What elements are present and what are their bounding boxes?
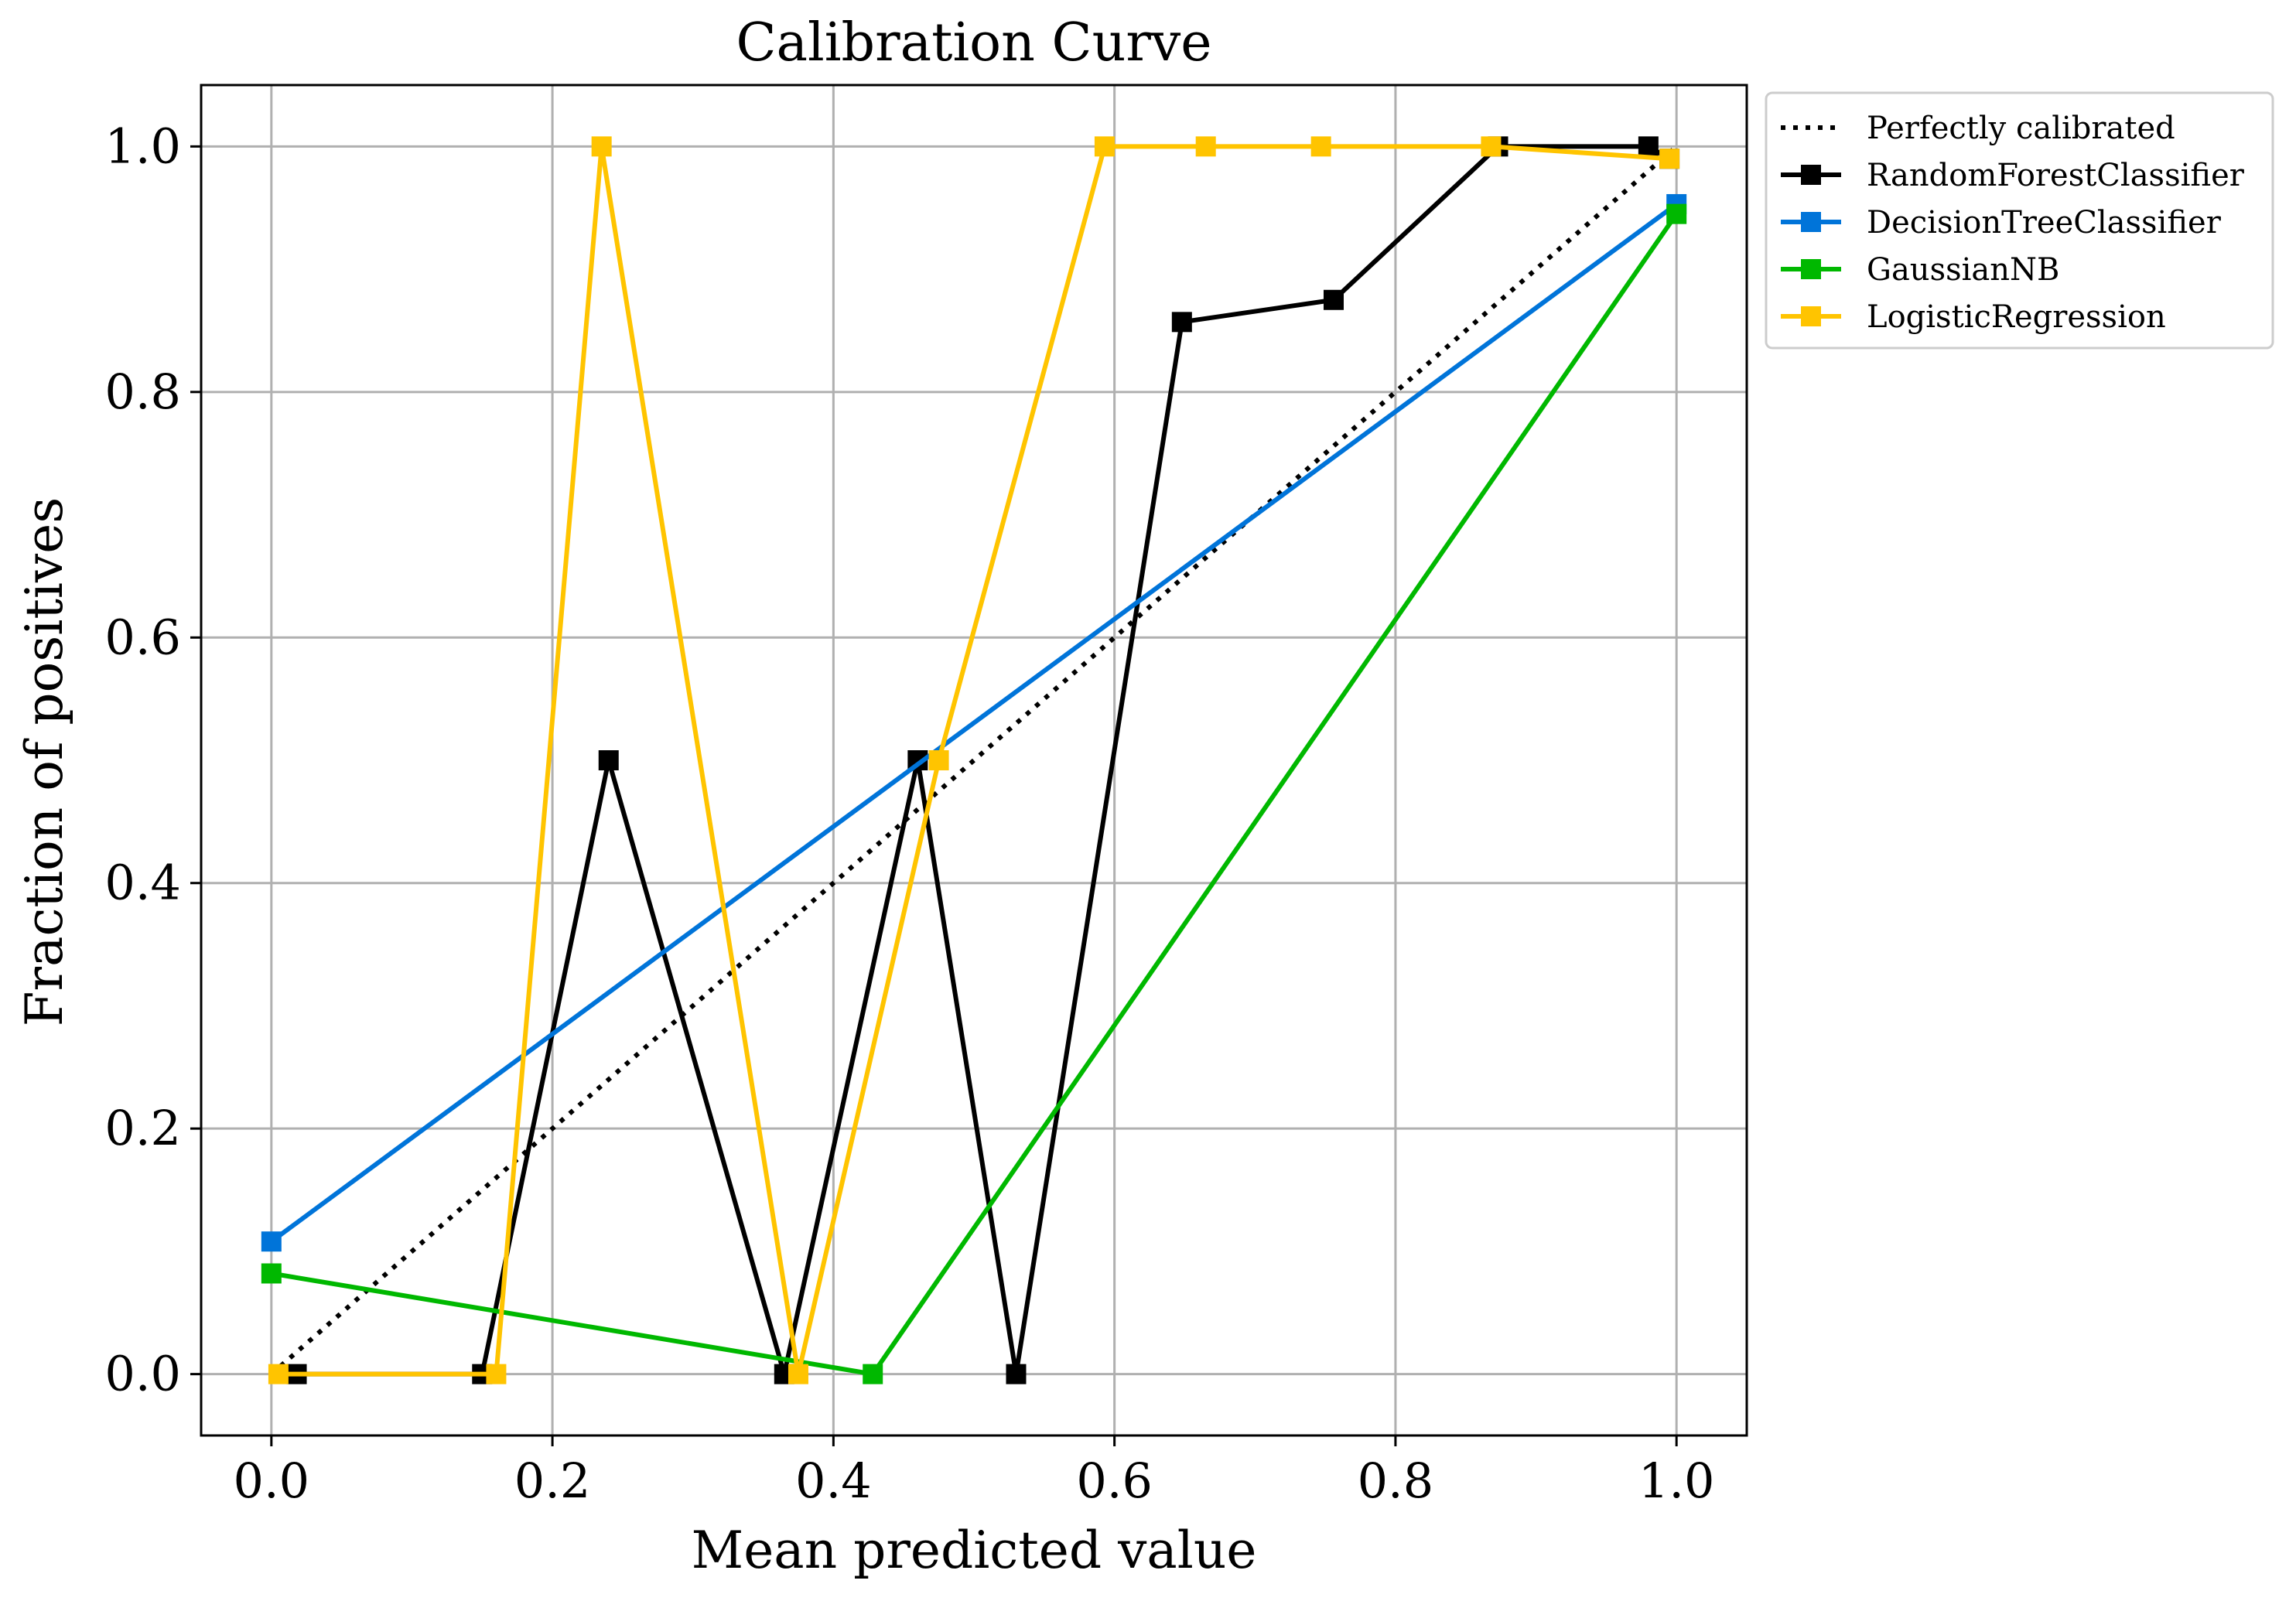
data-point-randomforestclassifier	[1006, 1364, 1027, 1384]
series-layer	[261, 136, 1687, 1384]
y-tick-label: 0.8	[104, 364, 181, 420]
legend-label-gaussiannb: GaussianNB	[1867, 252, 2059, 288]
data-point-randomforestclassifier	[1171, 312, 1192, 333]
legend-marker-randomforestclassifier	[1801, 165, 1821, 185]
data-point-gaussiannb	[1666, 203, 1687, 224]
legend-box	[1765, 91, 2274, 350]
x-tick-label: 0.8	[1358, 1453, 1434, 1509]
x-tick-label: 0.4	[795, 1453, 872, 1509]
series-line-decisiontreeclassifier	[270, 202, 1678, 1244]
series-line-logisticregression	[278, 144, 1670, 1377]
data-point-gaussiannb	[863, 1364, 883, 1384]
axis-ticks: 0.0 0.2 0.4 0.6 0.8 1.0 0.0 0.2 0.4 0.6 0.8 1.0	[104, 118, 1714, 1509]
y-axis-label: Fraction of positives	[15, 497, 74, 1026]
legend-items: Perfectly calibrated RandomForestClassifi…	[1781, 111, 2245, 335]
y-tick-label: 0.2	[104, 1100, 181, 1156]
series-logisticregression	[268, 136, 1680, 1384]
data-point-logisticregression	[1310, 136, 1331, 157]
x-tick-label: 1.0	[1638, 1453, 1715, 1509]
legend-marker-logisticregression	[1801, 306, 1821, 326]
x-tick-label: 0.0	[234, 1453, 310, 1509]
data-point-logisticregression	[1195, 136, 1216, 157]
reference-line-perfectly-calibrated	[269, 145, 1679, 1376]
y-tick-label: 0.4	[104, 855, 181, 911]
legend-label-logisticregression: LogisticRegression	[1867, 299, 2166, 335]
x-tick-label: 0.6	[1076, 1453, 1153, 1509]
legend: Perfectly calibrated RandomForestClassifi…	[1765, 91, 2274, 350]
data-point-logisticregression	[1094, 136, 1115, 157]
y-tick-label: 1.0	[104, 118, 181, 174]
x-axis-label: Mean predicted value	[692, 1521, 1257, 1580]
x-tick-label: 0.2	[514, 1453, 591, 1509]
legend-label-decisiontreeclassifier: DecisionTreeClassifier	[1867, 205, 2222, 241]
legend-marker-gaussiannb	[1801, 259, 1821, 279]
data-point-randomforestclassifier	[1638, 136, 1659, 157]
data-point-decisiontreeclassifier	[261, 1231, 282, 1252]
data-point-logisticregression	[1481, 136, 1502, 157]
data-point-logisticregression	[486, 1364, 507, 1384]
data-point-logisticregression	[1659, 148, 1680, 169]
series-gaussiannb	[261, 203, 1687, 1384]
y-tick-label: 0.6	[104, 609, 181, 665]
data-point-logisticregression	[928, 750, 949, 770]
data-point-randomforestclassifier	[1323, 289, 1344, 310]
data-point-logisticregression	[591, 136, 612, 157]
legend-marker-decisiontreeclassifier	[1801, 212, 1821, 232]
legend-label-perfectly-calibrated: Perfectly calibrated	[1867, 111, 2175, 146]
legend-label-randomforestclassifier: RandomForestClassifier	[1867, 158, 2245, 193]
y-tick-label: 0.0	[104, 1346, 181, 1402]
plot-frame	[200, 84, 1748, 1437]
chart-title: Calibration Curve	[736, 12, 1211, 73]
data-point-logisticregression	[788, 1364, 808, 1384]
data-point-logisticregression	[268, 1364, 289, 1384]
data-point-gaussiannb	[261, 1263, 282, 1284]
data-point-randomforestclassifier	[598, 750, 619, 770]
